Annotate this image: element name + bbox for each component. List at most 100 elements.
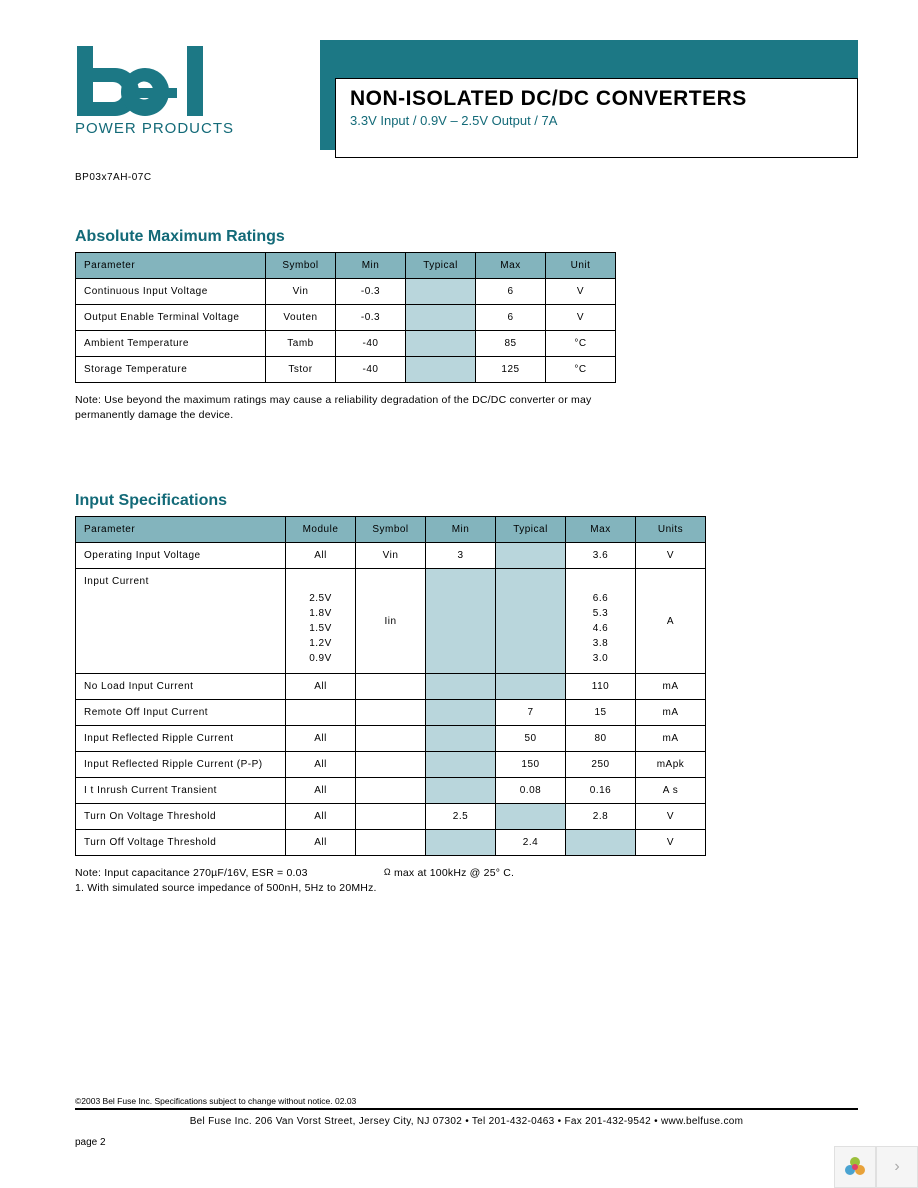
table-cell bbox=[356, 804, 426, 830]
table-cell: 150 bbox=[496, 752, 566, 778]
table-cell bbox=[356, 778, 426, 804]
omega-symbol: Ω bbox=[311, 866, 391, 879]
table-row: Remote Off Input Current715mA bbox=[76, 700, 706, 726]
table-row: Output Enable Terminal VoltageVouten-0.3… bbox=[76, 305, 616, 331]
table-header: Min bbox=[336, 253, 406, 279]
table-cell: °C bbox=[546, 331, 616, 357]
table-cell: All bbox=[286, 804, 356, 830]
table-cell: mA bbox=[636, 674, 706, 700]
table-cell: 6 bbox=[476, 305, 546, 331]
footer-contact: Bel Fuse Inc. 206 Van Vorst Street, Jers… bbox=[75, 1116, 858, 1127]
table-cell bbox=[496, 674, 566, 700]
table-cell: 250 bbox=[566, 752, 636, 778]
abs-max-table: ParameterSymbolMinTypicalMaxUnitContinuo… bbox=[75, 252, 616, 383]
table-cell: Vouten bbox=[266, 305, 336, 331]
table-cell: All bbox=[286, 752, 356, 778]
table-header: Max bbox=[476, 253, 546, 279]
table-cell: Vin bbox=[356, 543, 426, 569]
table-row: Input Reflected Ripple Current (P-P)All 1… bbox=[76, 752, 706, 778]
table-cell: 3.6 bbox=[566, 543, 636, 569]
table-cell: Output Enable Terminal Voltage bbox=[76, 305, 266, 331]
table-cell bbox=[406, 331, 476, 357]
viewer-corner-widget: › bbox=[834, 1146, 918, 1188]
table-cell: Turn On Voltage Threshold bbox=[76, 804, 286, 830]
part-number: BP03x7AH-07C bbox=[75, 172, 858, 183]
table-cell: Iin bbox=[356, 569, 426, 674]
table-cell: Continuous Input Voltage bbox=[76, 279, 266, 305]
page-number: page 2 bbox=[75, 1137, 858, 1148]
table-header: Symbol bbox=[356, 517, 426, 543]
table-cell bbox=[426, 674, 496, 700]
table-cell: All bbox=[286, 674, 356, 700]
table-cell: V bbox=[636, 830, 706, 856]
input-spec-table: ParameterModuleSymbolMinTypicalMaxUnitsO… bbox=[75, 516, 706, 856]
viewer-logo-button[interactable] bbox=[834, 1146, 876, 1188]
table-row: Ambient TemperatureTamb-4085°C bbox=[76, 331, 616, 357]
section-title-abs-max: Absolute Maximum Ratings bbox=[75, 228, 858, 246]
table-cell: 2.8 bbox=[566, 804, 636, 830]
table-cell: Tamb bbox=[266, 331, 336, 357]
abs-max-note: Note: Use beyond the maximum ratings may… bbox=[75, 393, 595, 422]
logo-block: POWER PRODUCTS bbox=[75, 40, 320, 150]
table-cell bbox=[356, 726, 426, 752]
table-cell: 15 bbox=[566, 700, 636, 726]
table-header: Min bbox=[426, 517, 496, 543]
table-cell: Input Reflected Ripple Current (P-P) bbox=[76, 752, 286, 778]
table-cell: 80 bbox=[566, 726, 636, 752]
table-header: Parameter bbox=[76, 517, 286, 543]
page-title: NON-ISOLATED DC/DC CONVERTERS bbox=[350, 87, 843, 111]
table-cell: A s bbox=[636, 778, 706, 804]
viewer-next-button[interactable]: › bbox=[876, 1146, 918, 1188]
table-cell: V bbox=[636, 804, 706, 830]
table-row: No Load Input CurrentAll110mA bbox=[76, 674, 706, 700]
table-header: Parameter bbox=[76, 253, 266, 279]
table-cell bbox=[496, 543, 566, 569]
table-row: Storage TemperatureTstor-40125°C bbox=[76, 357, 616, 383]
table-cell: Vin bbox=[266, 279, 336, 305]
header: POWER PRODUCTS NON-ISOLATED DC/DC CONVER… bbox=[75, 40, 858, 150]
table-cell bbox=[566, 830, 636, 856]
table-cell: °C bbox=[546, 357, 616, 383]
table-cell: V bbox=[636, 543, 706, 569]
table-header: Typical bbox=[406, 253, 476, 279]
table-cell bbox=[406, 357, 476, 383]
table-cell: All bbox=[286, 830, 356, 856]
note-text: Note: Input capacitance 270µF/16V, ESR =… bbox=[75, 867, 308, 879]
table-cell: Input Reflected Ripple Current bbox=[76, 726, 286, 752]
table-cell: 6.65.34.63.83.0 bbox=[566, 569, 636, 674]
table-row: Continuous Input VoltageVin-0.36V bbox=[76, 279, 616, 305]
table-cell: Remote Off Input Current bbox=[76, 700, 286, 726]
page-subtitle: 3.3V Input / 0.9V – 2.5V Output / 7A bbox=[350, 113, 843, 128]
section-title-input-spec: Input Specifications bbox=[75, 492, 858, 510]
table-cell bbox=[356, 830, 426, 856]
table-cell: Storage Temperature bbox=[76, 357, 266, 383]
table-header: Symbol bbox=[266, 253, 336, 279]
title-box: NON-ISOLATED DC/DC CONVERTERS 3.3V Input… bbox=[335, 78, 858, 158]
table-cell: 2.4 bbox=[496, 830, 566, 856]
table-header: Max bbox=[566, 517, 636, 543]
table-cell bbox=[426, 752, 496, 778]
table-cell: No Load Input Current bbox=[76, 674, 286, 700]
bel-logo-icon bbox=[75, 40, 245, 122]
table-cell: 2.5V1.8V1.5V1.2V0.9V bbox=[286, 569, 356, 674]
table-cell: All bbox=[286, 543, 356, 569]
table-cell bbox=[496, 804, 566, 830]
table-cell bbox=[406, 279, 476, 305]
table-cell bbox=[406, 305, 476, 331]
table-cell: 0.16 bbox=[566, 778, 636, 804]
petal-icon bbox=[842, 1154, 868, 1180]
footer: ©2003 Bel Fuse Inc. Specifications subje… bbox=[75, 1096, 858, 1148]
table-cell: -0.3 bbox=[336, 305, 406, 331]
table-header: Typical bbox=[496, 517, 566, 543]
chevron-right-icon: › bbox=[894, 1158, 899, 1176]
table-cell: V bbox=[546, 305, 616, 331]
table-cell: 125 bbox=[476, 357, 546, 383]
table-cell: Input Current bbox=[76, 569, 286, 674]
table-cell: 3 bbox=[426, 543, 496, 569]
copyright-line: ©2003 Bel Fuse Inc. Specifications subje… bbox=[75, 1096, 858, 1110]
table-row: Input Reflected Ripple CurrentAll5080mA bbox=[76, 726, 706, 752]
table-cell: -40 bbox=[336, 357, 406, 383]
table-cell: mA bbox=[636, 726, 706, 752]
table-header: Units bbox=[636, 517, 706, 543]
table-cell bbox=[426, 700, 496, 726]
